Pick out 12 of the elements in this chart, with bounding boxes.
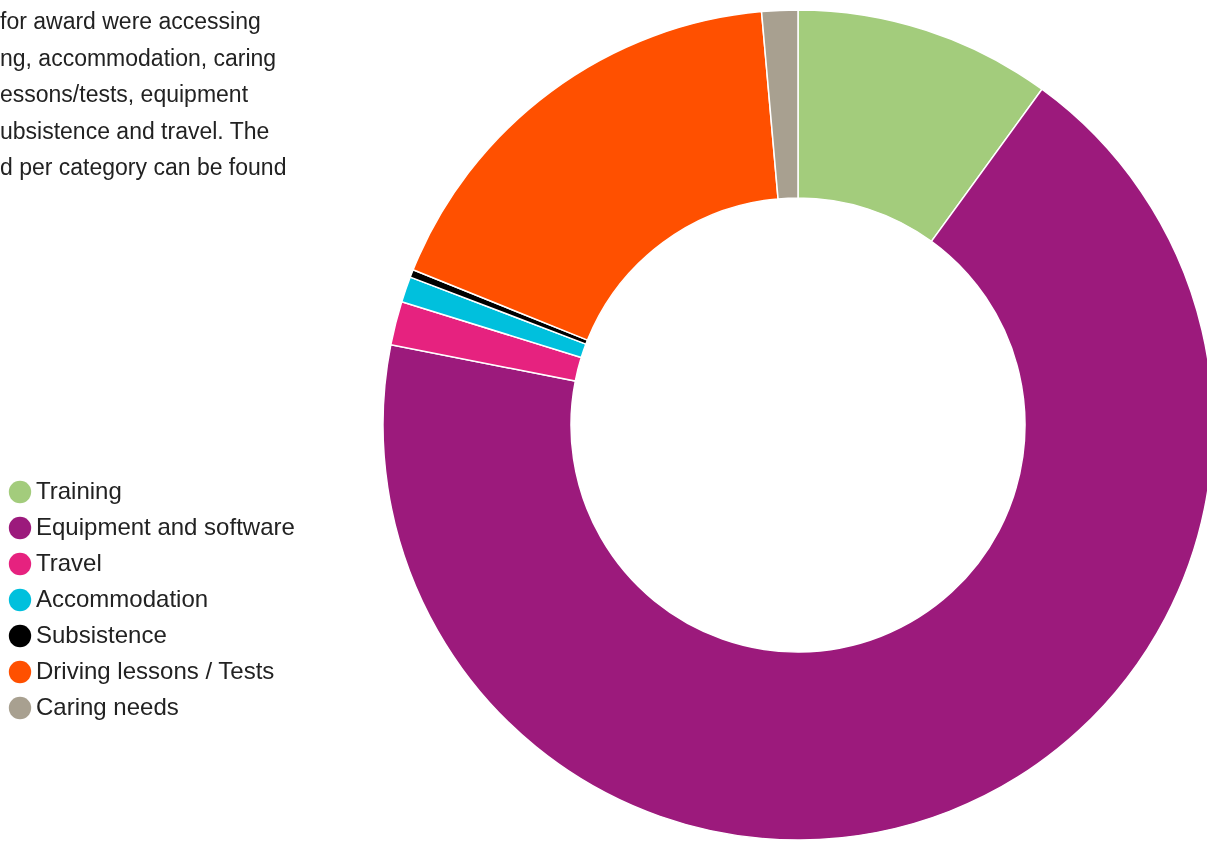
text: ubsistence and travel. The xyxy=(0,117,270,144)
legend-label: Travel xyxy=(36,549,102,576)
legend-label: Equipment and software xyxy=(36,513,295,540)
legend-label: Training xyxy=(36,477,122,504)
text: for award were accessing xyxy=(0,8,261,34)
text: essons/tests, equipment xyxy=(0,81,249,107)
legend-label: Accommodation xyxy=(36,585,209,612)
legend-label: Subsistence xyxy=(36,621,167,648)
legend-label: Driving lessons / Tests xyxy=(36,657,275,684)
legend-label: Caring needs xyxy=(36,693,179,720)
text: ng, accommodation, caring xyxy=(0,44,277,71)
text: d per category can be found xyxy=(0,154,287,180)
